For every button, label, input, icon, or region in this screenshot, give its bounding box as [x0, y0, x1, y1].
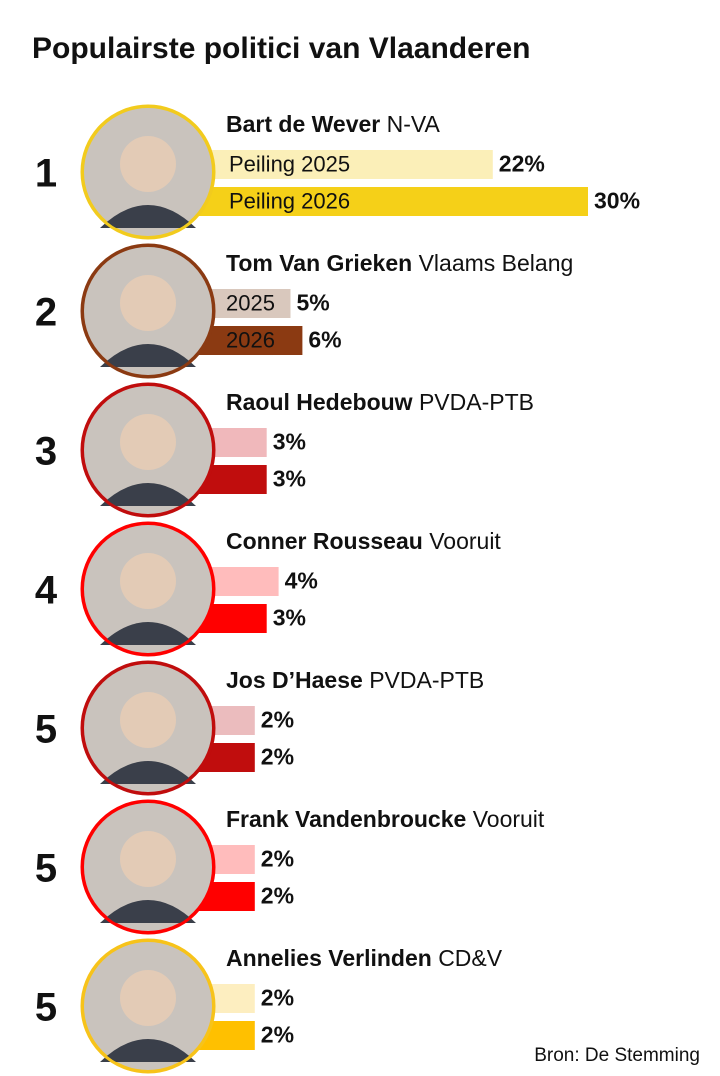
- value-label: 2%: [261, 707, 294, 733]
- party: Vooruit: [473, 806, 545, 832]
- person-name: Raoul Hedebouw: [226, 389, 413, 415]
- bar: [190, 150, 493, 179]
- party: PVDA-PTB: [369, 667, 484, 693]
- rank: 5: [35, 847, 57, 891]
- photo-head: [120, 831, 176, 887]
- rank: 5: [35, 986, 57, 1030]
- photo-shoulders: [100, 344, 196, 367]
- person-label: Frank Vandenbroucke Vooruit: [226, 806, 545, 832]
- photo-head: [120, 414, 176, 470]
- source: Bron: De Stemming: [534, 1045, 700, 1066]
- person-label: Raoul Hedebouw PVDA-PTB: [226, 389, 534, 415]
- person-name: Frank Vandenbroucke: [226, 806, 466, 832]
- rank: 3: [35, 430, 57, 474]
- person-label: Conner Rousseau Vooruit: [226, 528, 501, 554]
- rank: 5: [35, 708, 57, 752]
- bar-label: 2025: [226, 290, 275, 315]
- person-label: Annelies Verlinden CD&V: [226, 945, 503, 971]
- value-label: 3%: [273, 429, 306, 455]
- party: Vooruit: [429, 528, 501, 554]
- photo-ring-outline: [80, 938, 216, 1074]
- person-label: Tom Van Grieken Vlaams Belang: [226, 250, 573, 276]
- photo-head: [120, 970, 176, 1026]
- person-name: Bart de Wever: [226, 111, 380, 137]
- chart-title: Populairste politici van Vlaanderen: [32, 32, 530, 65]
- rank: 2: [35, 291, 57, 335]
- photo-head: [120, 692, 176, 748]
- value-label: 30%: [594, 188, 640, 214]
- value-label: 2%: [261, 985, 294, 1011]
- party: N-VA: [387, 111, 441, 137]
- photo-ring-outline: [80, 382, 216, 518]
- photo-shoulders: [100, 483, 196, 506]
- value-label: 6%: [308, 327, 341, 353]
- person-name: Tom Van Grieken: [226, 250, 412, 276]
- rank: 4: [35, 569, 58, 613]
- party: PVDA-PTB: [419, 389, 534, 415]
- value-label: 3%: [273, 466, 306, 492]
- photo-shoulders: [100, 1039, 196, 1062]
- value-label: 4%: [285, 568, 318, 594]
- photo-head: [120, 136, 176, 192]
- photo-shoulders: [100, 205, 196, 228]
- person-name: Annelies Verlinden: [226, 945, 432, 971]
- photo-shoulders: [100, 900, 196, 923]
- party: CD&V: [438, 945, 503, 971]
- photo-shoulders: [100, 761, 196, 784]
- value-label: 2%: [261, 883, 294, 909]
- person-name: Conner Rousseau: [226, 528, 423, 554]
- bar: [190, 187, 588, 216]
- photo-ring-outline: [80, 104, 216, 240]
- rank: 1: [35, 152, 57, 196]
- photo-ring-outline: [80, 243, 216, 379]
- photo-ring-outline: [80, 660, 216, 796]
- person-label: Bart de Wever N-VA: [226, 111, 441, 137]
- value-label: 2%: [261, 744, 294, 770]
- person-label: Jos D’Haese PVDA-PTB: [226, 667, 484, 693]
- value-label: 2%: [261, 846, 294, 872]
- bar-label: Peiling 2025: [229, 151, 350, 176]
- photo-ring-outline: [80, 521, 216, 657]
- photo-head: [120, 275, 176, 331]
- value-label: 2%: [261, 1022, 294, 1048]
- party: Vlaams Belang: [419, 250, 574, 276]
- bar-label: Peiling 2026: [229, 188, 350, 213]
- value-label: 22%: [499, 151, 545, 177]
- value-label: 3%: [273, 605, 306, 631]
- value-label: 5%: [297, 290, 330, 316]
- photo-ring-outline: [80, 799, 216, 935]
- photo-shoulders: [100, 622, 196, 645]
- bar-label: 2026: [226, 327, 275, 352]
- person-name: Jos D’Haese: [226, 667, 363, 693]
- photo-head: [120, 553, 176, 609]
